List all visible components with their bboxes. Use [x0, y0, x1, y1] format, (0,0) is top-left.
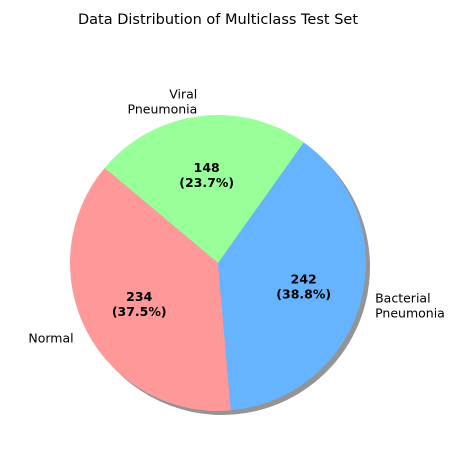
chart-title: Data Distribution of Multiclass Test Set — [78, 12, 358, 28]
pie-slices — [69, 115, 367, 412]
slice-value-normal: 234 (37.5%) — [112, 289, 167, 319]
pie-slice-bacterial-pneumonia — [218, 142, 367, 411]
slice-label-viral-pneumonia: Viral Pneumonia — [128, 87, 198, 117]
pie-labels: Normal 234 (37.5%) Bacterial Pneumonia 242 (38… — [28, 87, 444, 346]
slice-value-viral-pneumonia: 148 (23.7%) — [179, 160, 234, 190]
pie-slice-normal — [69, 167, 231, 412]
slice-label-normal: Normal — [28, 331, 73, 346]
pie-slice-viral-pneumonia — [104, 115, 304, 263]
slice-label-bacterial-pneumonia: Bacterial Pneumonia — [375, 291, 445, 321]
slice-value-bacterial-pneumonia: 242 (38.8%) — [276, 271, 331, 301]
